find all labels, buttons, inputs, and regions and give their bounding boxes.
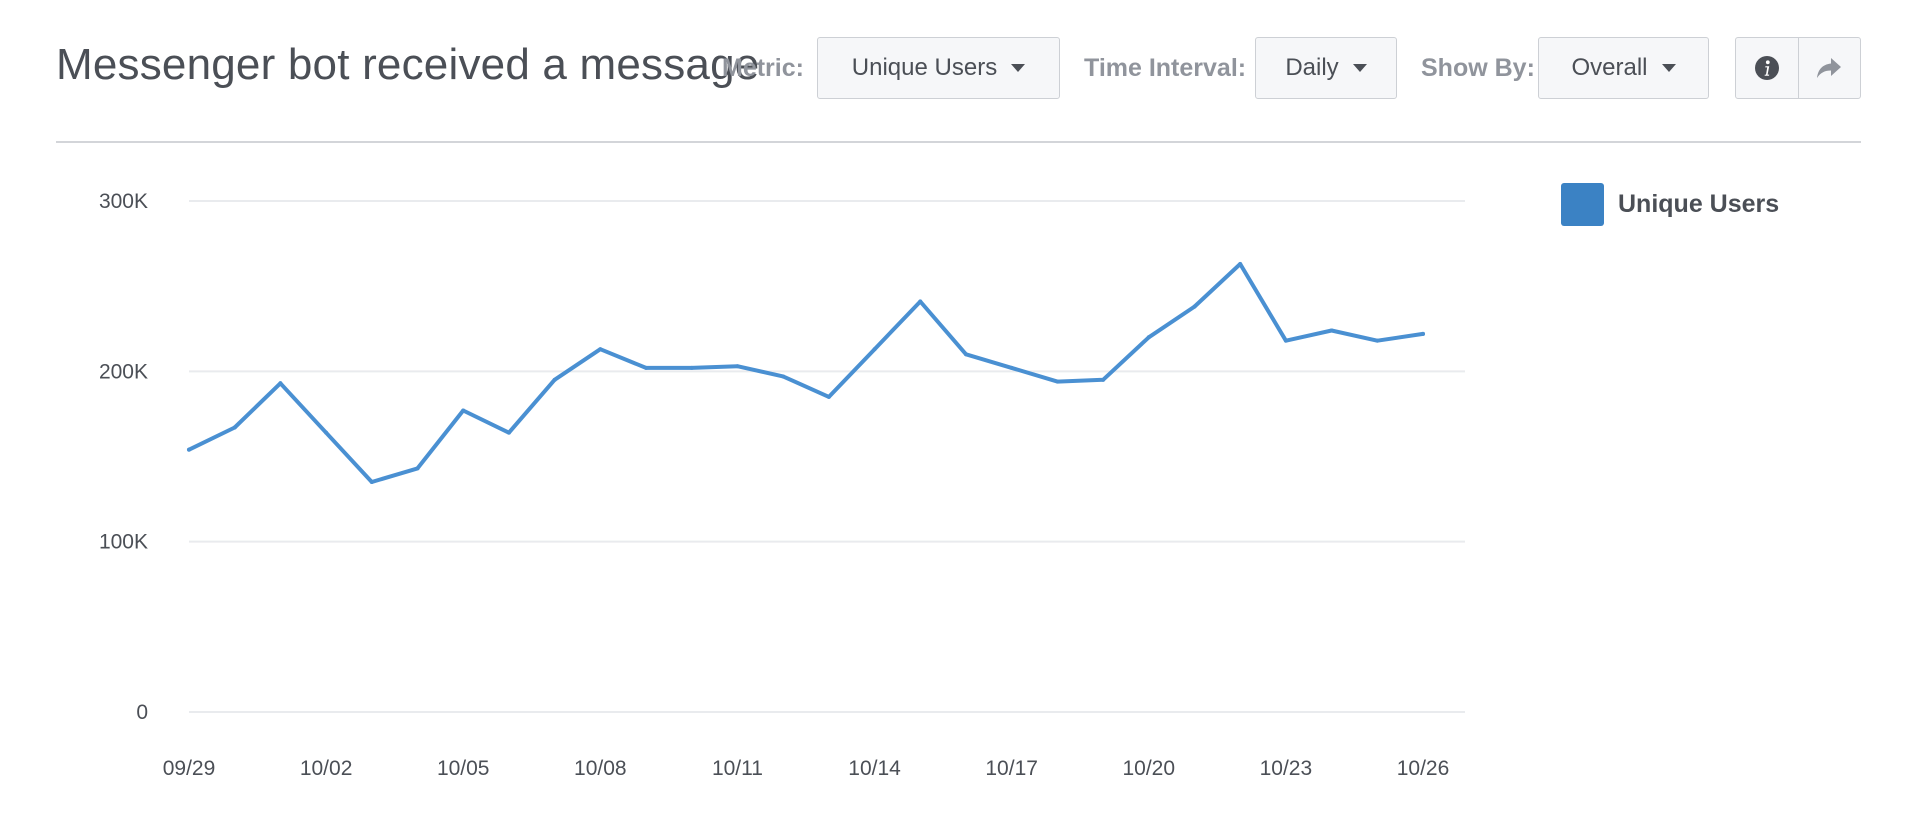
y-tick-label: 300K bbox=[99, 190, 148, 213]
data-point bbox=[918, 299, 923, 304]
data-point bbox=[1146, 335, 1151, 340]
data-point bbox=[735, 364, 740, 369]
header-divider bbox=[56, 141, 1861, 143]
share-icon bbox=[1817, 58, 1842, 78]
metric-label: Metric: bbox=[722, 54, 804, 82]
data-point bbox=[1101, 377, 1106, 382]
data-point bbox=[1421, 331, 1425, 336]
info-button[interactable] bbox=[1736, 38, 1798, 98]
y-tick-label: 0 bbox=[136, 701, 148, 724]
chevron-down-icon bbox=[1661, 64, 1676, 72]
page-title: Messenger bot received a message bbox=[56, 40, 760, 89]
showby-label: Show By: bbox=[1421, 54, 1535, 82]
data-point bbox=[826, 394, 831, 399]
y-tick-label: 100K bbox=[99, 531, 148, 554]
x-tick-label: 10/05 bbox=[437, 757, 490, 780]
metric-dropdown[interactable]: Unique Users bbox=[817, 37, 1060, 99]
data-point bbox=[872, 347, 877, 352]
data-point bbox=[324, 430, 329, 435]
x-tick-label: 10/26 bbox=[1397, 757, 1450, 780]
data-point bbox=[552, 377, 557, 382]
data-point bbox=[187, 447, 191, 452]
x-tick-label: 10/08 bbox=[574, 757, 627, 780]
data-point bbox=[1329, 328, 1334, 333]
chart-legend: Unique Users bbox=[1561, 183, 1779, 226]
interval-label: Time Interval: bbox=[1084, 54, 1247, 82]
x-tick-label: 10/14 bbox=[848, 757, 901, 780]
data-point bbox=[415, 466, 420, 471]
data-point bbox=[644, 365, 649, 370]
data-point bbox=[461, 408, 466, 413]
interval-dropdown-value: Daily bbox=[1285, 54, 1339, 81]
share-button[interactable] bbox=[1797, 38, 1861, 98]
info-icon bbox=[1754, 56, 1779, 80]
data-point bbox=[369, 480, 374, 485]
y-tick-label: 200K bbox=[99, 360, 148, 383]
action-buttons bbox=[1735, 37, 1861, 99]
legend-swatch bbox=[1561, 183, 1604, 226]
showby-dropdown-value: Overall bbox=[1571, 54, 1648, 81]
legend-label: Unique Users bbox=[1618, 190, 1780, 218]
x-tick-label: 10/23 bbox=[1260, 757, 1313, 780]
data-point bbox=[232, 425, 237, 430]
data-point bbox=[1192, 304, 1197, 309]
data-point bbox=[1283, 338, 1288, 343]
x-tick-label: 10/11 bbox=[712, 757, 763, 780]
data-point bbox=[506, 430, 511, 435]
showby-dropdown[interactable]: Overall bbox=[1538, 37, 1709, 99]
data-point bbox=[963, 352, 968, 357]
data-point bbox=[689, 365, 694, 370]
series-line bbox=[187, 262, 1425, 484]
data-point bbox=[1238, 262, 1243, 267]
x-tick-label: 10/20 bbox=[1122, 757, 1175, 780]
data-point bbox=[1375, 338, 1380, 343]
x-tick-label: 10/17 bbox=[985, 757, 1038, 780]
chevron-down-icon bbox=[1011, 64, 1026, 72]
x-tick-label: 10/02 bbox=[300, 757, 353, 780]
metric-dropdown-value: Unique Users bbox=[851, 54, 998, 81]
chevron-down-icon bbox=[1352, 64, 1367, 72]
data-point bbox=[1055, 379, 1060, 384]
data-point bbox=[781, 374, 786, 379]
data-point bbox=[598, 347, 603, 352]
interval-dropdown[interactable]: Daily bbox=[1255, 37, 1397, 99]
x-tick-label: 09/29 bbox=[163, 757, 216, 780]
data-point bbox=[1009, 365, 1014, 370]
data-point bbox=[278, 381, 283, 386]
